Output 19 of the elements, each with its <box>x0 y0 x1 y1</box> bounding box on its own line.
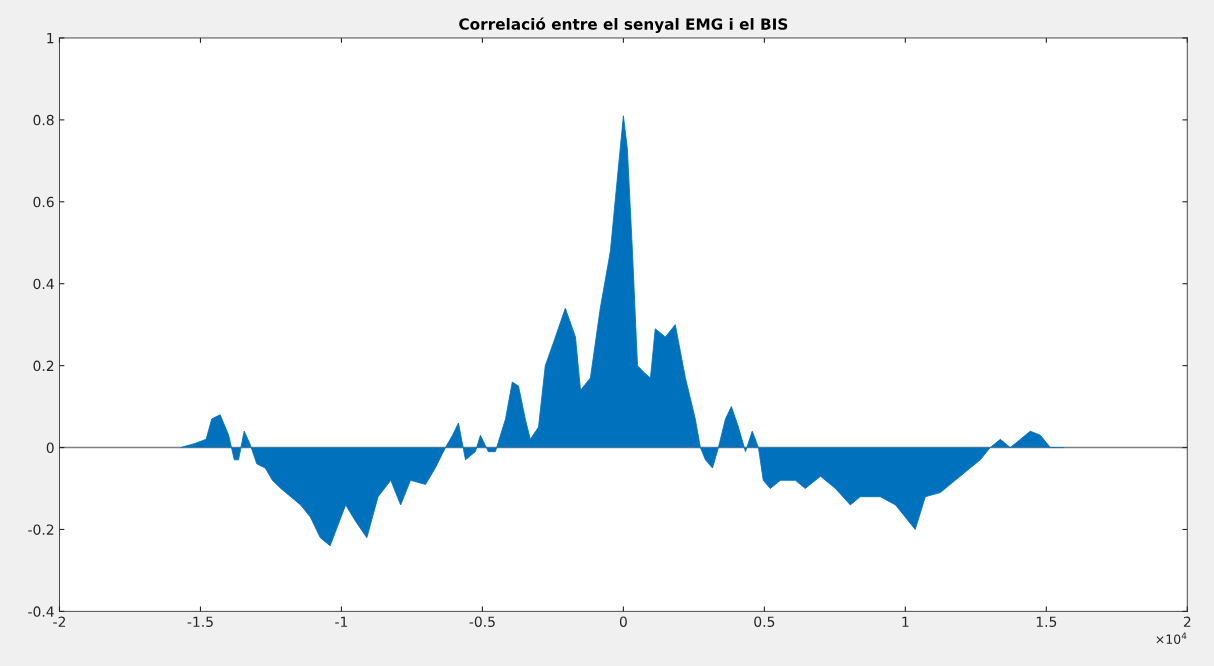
x-tick-label: 1.5 <box>1036 616 1057 627</box>
x-tick-label: 0 <box>619 616 627 627</box>
y-tick-label: -0.4 <box>28 606 54 617</box>
x-tick-label: 1 <box>902 616 909 627</box>
y-tick-label: 1 <box>47 33 54 44</box>
y-tick-label: 0 <box>46 442 54 454</box>
x-tick-label: -2 <box>53 616 66 627</box>
y-tick-label: -0.2 <box>28 524 54 535</box>
chart-title: Correlació entre el senyal EMG i el BIS <box>459 17 788 33</box>
x-tick-label: 0.5 <box>754 616 775 627</box>
y-tick-label: 0.8 <box>33 114 54 126</box>
x-tick-label: -1 <box>335 616 348 627</box>
x-tick-label: 2 <box>1183 616 1191 627</box>
text: ×10$^{4}$ <box>1156 632 1187 644</box>
x-tick-label: -0.5 <box>469 616 495 627</box>
y-tick-label: 0.2 <box>33 360 54 372</box>
x-tick-label: -1.5 <box>187 616 213 627</box>
y-tick-label: 0.4 <box>33 278 54 290</box>
y-tick-label: 0.6 <box>33 196 54 208</box>
